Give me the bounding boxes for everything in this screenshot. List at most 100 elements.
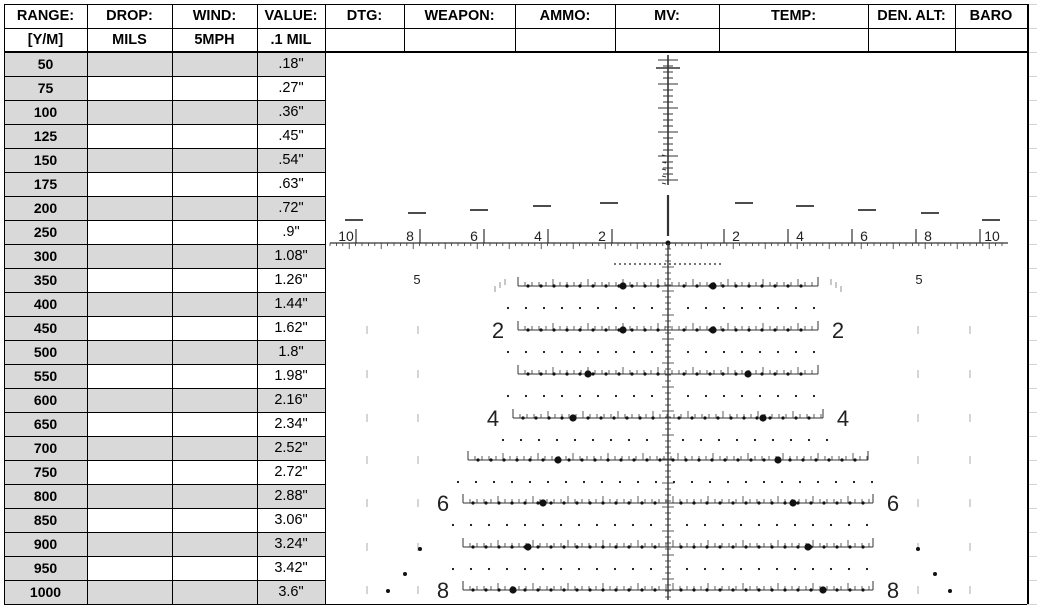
grid-line — [4, 76, 87, 77]
tree-intermediate-dot — [829, 567, 833, 571]
tree-wind-dot — [526, 372, 530, 376]
row-stripe — [172, 52, 257, 76]
tree-wind-dot — [721, 328, 725, 332]
tree-wind-dot — [614, 545, 618, 549]
value-cell: 2.52" — [274, 440, 308, 456]
grid-line — [257, 172, 325, 173]
tree-intermediate-dot — [506, 306, 510, 310]
tree-wind-dot — [783, 545, 787, 549]
grid-line — [172, 532, 257, 533]
tree-wind-dot — [471, 501, 475, 505]
row-stripe — [172, 436, 257, 460]
horizontal-mil-label-left: 4 — [534, 228, 542, 244]
tree-intermediate-dot — [632, 394, 636, 398]
tree-wind-dot — [731, 501, 735, 505]
tree-wind-dot — [627, 545, 631, 549]
tree-intermediate-dot — [762, 480, 766, 484]
holdover-dot — [624, 263, 626, 265]
header-den-alt: DEN. ALT: — [877, 8, 946, 24]
tree-intermediate-dot — [519, 438, 523, 442]
tree-wind-dot — [736, 458, 740, 462]
range-cell-shade — [4, 316, 87, 340]
tree-wind-dot — [749, 458, 753, 462]
tree-wind-dot — [630, 284, 634, 288]
value-cell-shade — [257, 388, 325, 412]
holdover-dot — [654, 263, 656, 265]
grid-line — [4, 508, 87, 509]
tree-wind-dot — [840, 458, 844, 462]
tree-wind-dot — [497, 588, 501, 592]
range-cell: 450 — [33, 320, 58, 336]
tree-wind-dot — [861, 545, 865, 549]
value-cell-shade — [257, 292, 325, 316]
sheet-gridline — [1027, 124, 1037, 125]
tree-wind-dot — [645, 458, 649, 462]
tree-wind-dot — [593, 458, 597, 462]
sheet-gridline — [1027, 484, 1037, 485]
grid-line — [172, 100, 257, 101]
tree-wind-dot — [755, 416, 759, 420]
tree-wind-dot — [497, 545, 501, 549]
tree-wind-dot — [679, 545, 683, 549]
row-stripe — [172, 244, 257, 268]
grid-line — [4, 172, 87, 173]
value-cell-shade — [257, 532, 325, 556]
sheet-gridline — [1027, 388, 1037, 389]
range-cell: 700 — [33, 440, 58, 456]
tree-wind-dot — [744, 501, 748, 505]
tree-wind-dot — [565, 284, 569, 288]
range-cell-shade — [4, 364, 87, 388]
holdover-dot — [714, 263, 716, 265]
range-cell-shade — [4, 484, 87, 508]
grid-line — [257, 268, 325, 269]
row-stripe — [172, 100, 257, 124]
grid-line — [1027, 4, 1029, 604]
tree-wind-dot — [552, 328, 556, 332]
tree-intermediate-dot — [523, 523, 527, 527]
range-cell-shade — [4, 268, 87, 292]
tree-label-left: 4 — [487, 406, 499, 431]
tree-intermediate-dot — [555, 438, 559, 442]
side-label-left: 5 — [413, 272, 420, 287]
tree-label-left: 2 — [492, 318, 504, 343]
tree-intermediate-dot — [776, 394, 780, 398]
tree-intermediate-dot — [852, 480, 856, 484]
tree-wind-dot — [604, 328, 608, 332]
tree-wind-dot — [695, 328, 699, 332]
tree-wind-dot — [809, 588, 813, 592]
value-cell: 1.08" — [274, 248, 308, 264]
row-stripe — [87, 244, 172, 268]
tree-intermediate-dot — [757, 567, 761, 571]
grid-line — [87, 148, 172, 149]
range-cell: 750 — [33, 464, 58, 480]
range-cell: 350 — [33, 272, 58, 288]
holdover-dot — [719, 263, 721, 265]
tree-wind-dot — [656, 372, 660, 376]
sheet-gridline — [1027, 604, 1037, 605]
range-cell: 1000 — [29, 584, 62, 600]
holdover-dot — [709, 263, 711, 265]
tree-intermediate-dot — [758, 306, 762, 310]
tree-wind-dot — [679, 588, 683, 592]
tree-intermediate-dot — [681, 438, 685, 442]
tree-intermediate-dot — [721, 523, 725, 527]
tree-big-dot — [524, 543, 532, 551]
tree-big-dot — [789, 499, 797, 507]
tree-intermediate-dot — [811, 523, 815, 527]
tree-wind-dot — [526, 328, 530, 332]
tree-intermediate-dot — [506, 394, 510, 398]
header-weapon: WEAPON: — [424, 8, 495, 24]
value-cell: .9" — [282, 224, 300, 240]
tree-wind-dot — [783, 588, 787, 592]
tree-wind-dot — [578, 284, 582, 288]
tree-wind-dot — [502, 458, 506, 462]
tree-wind-dot — [747, 328, 751, 332]
tree-wind-dot — [471, 588, 475, 592]
range-cell-shade — [4, 412, 87, 436]
holdover-dot — [629, 263, 631, 265]
grid-line — [257, 532, 325, 533]
tree-intermediate-dot — [794, 306, 798, 310]
row-stripe — [87, 100, 172, 124]
grid-line — [172, 292, 257, 293]
tree-intermediate-dot — [776, 306, 780, 310]
